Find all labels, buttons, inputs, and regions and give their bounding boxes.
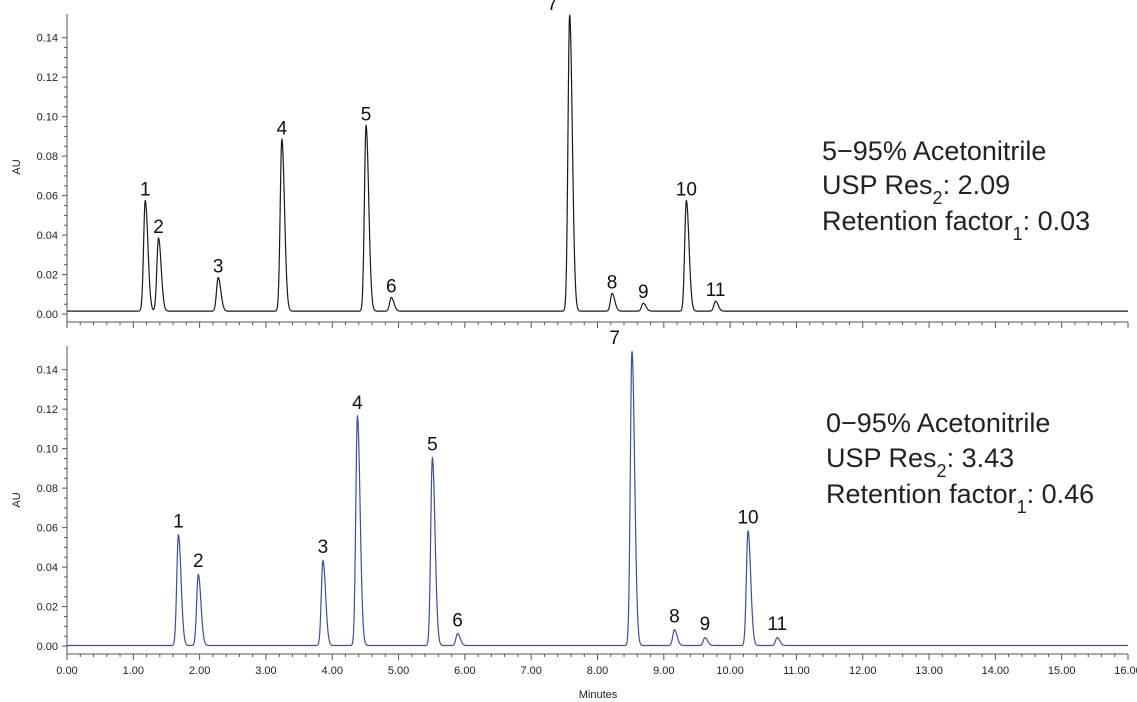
panel-bottom: AU 0−95% Acetonitrile USP Res2: 3.43 Ret… bbox=[11, 328, 1129, 660]
y-tick-label: 0.00 bbox=[37, 641, 58, 653]
y-tick-label: 0.08 bbox=[37, 151, 58, 163]
x-tick-label: 4.00 bbox=[322, 665, 343, 677]
x-tick-label: 1.00 bbox=[123, 665, 144, 677]
y-tick-label: 0.02 bbox=[37, 270, 58, 282]
y-axis-label-top: AU bbox=[11, 159, 23, 174]
x-tick-label: 3.00 bbox=[255, 665, 276, 677]
peak-label: 11 bbox=[767, 614, 787, 635]
peak-label: 10 bbox=[737, 508, 758, 529]
peak-label: 8 bbox=[669, 606, 680, 627]
y-tick-label: 0.06 bbox=[37, 191, 58, 203]
peak-label: 7 bbox=[547, 0, 558, 15]
panel-top: AU 5−95% Acetonitrile USP Res2: 2.09 Ret… bbox=[11, 0, 1129, 328]
x-tick-label: 2.00 bbox=[189, 665, 210, 677]
chromatogram-trace bbox=[67, 14, 1128, 312]
annotation-usp-res-bottom: USP Res2: 3.43 bbox=[826, 443, 1014, 481]
peak-label: 9 bbox=[700, 614, 711, 635]
peak-label: 11 bbox=[706, 280, 726, 301]
annotation-retention-factor-bottom: Retention factor1: 0.46 bbox=[826, 479, 1094, 517]
x-tick-label: 16.00 bbox=[1114, 665, 1137, 677]
peak-label: 2 bbox=[193, 551, 204, 572]
peak-label: 3 bbox=[213, 257, 224, 278]
peak-label: 1 bbox=[173, 512, 184, 533]
x-tick-label: 11.00 bbox=[783, 665, 810, 677]
y-tick-label: 0.04 bbox=[37, 562, 58, 574]
peak-label: 4 bbox=[352, 393, 363, 414]
y-tick-label: 0.10 bbox=[37, 112, 58, 124]
peak-label: 8 bbox=[607, 272, 618, 293]
x-tick-label: 5.00 bbox=[388, 665, 409, 677]
x-axis-label: Minutes bbox=[579, 689, 618, 701]
y-tick-label: 0.14 bbox=[37, 365, 58, 377]
y-tick-label: 0.12 bbox=[37, 72, 58, 84]
peak-label: 5 bbox=[361, 105, 372, 126]
chromatogram-trace bbox=[67, 351, 1128, 647]
x-tick-label: 8.00 bbox=[587, 665, 608, 677]
peak-label: 1 bbox=[140, 180, 151, 201]
peak-label: 6 bbox=[452, 610, 463, 631]
y-tick-label: 0.14 bbox=[37, 33, 58, 45]
annotation-top: 5−95% Acetonitrile USP Res2: 2.09 Retent… bbox=[822, 136, 1090, 244]
peak-label: 7 bbox=[609, 328, 620, 349]
peak-label: 4 bbox=[277, 118, 288, 139]
y-tick-label: 0.04 bbox=[37, 230, 58, 242]
peak-label: 6 bbox=[386, 276, 397, 297]
x-tick-label: 6.00 bbox=[454, 665, 475, 677]
peak-label: 2 bbox=[153, 217, 164, 238]
peak-label: 3 bbox=[318, 537, 329, 558]
peak-label: 10 bbox=[676, 180, 697, 201]
x-tick-label: 0.00 bbox=[56, 665, 77, 677]
annotation-gradient-top: 5−95% Acetonitrile bbox=[822, 136, 1046, 166]
y-tick-label: 0.08 bbox=[37, 483, 58, 495]
y-tick-label: 0.06 bbox=[37, 523, 58, 535]
x-tick-label: 15.00 bbox=[1048, 665, 1076, 677]
annotation-retention-factor-top: Retention factor1: 0.03 bbox=[822, 206, 1090, 244]
x-tick-label: 14.00 bbox=[982, 665, 1010, 677]
peak-label: 5 bbox=[427, 435, 438, 456]
annotation-usp-res-top: USP Res2: 2.09 bbox=[822, 170, 1010, 208]
peak-label: 9 bbox=[638, 282, 649, 303]
annotation-bottom: 0−95% Acetonitrile USP Res2: 3.43 Retent… bbox=[826, 408, 1094, 517]
x-tick-label: 12.00 bbox=[849, 665, 877, 677]
x-tick-label: 13.00 bbox=[915, 665, 943, 677]
y-tick-label: 0.02 bbox=[37, 602, 58, 614]
y-tick-label: 0.12 bbox=[37, 404, 58, 416]
annotation-gradient-bottom: 0−95% Acetonitrile bbox=[826, 408, 1050, 438]
x-tick-label: 10.00 bbox=[716, 665, 744, 677]
y-tick-label: 0.10 bbox=[37, 444, 58, 456]
y-tick-label: 0.00 bbox=[37, 309, 58, 321]
x-tick-label: 9.00 bbox=[653, 665, 674, 677]
x-tick-label: 7.00 bbox=[520, 665, 541, 677]
y-axis-label-bottom: AU bbox=[11, 492, 23, 507]
